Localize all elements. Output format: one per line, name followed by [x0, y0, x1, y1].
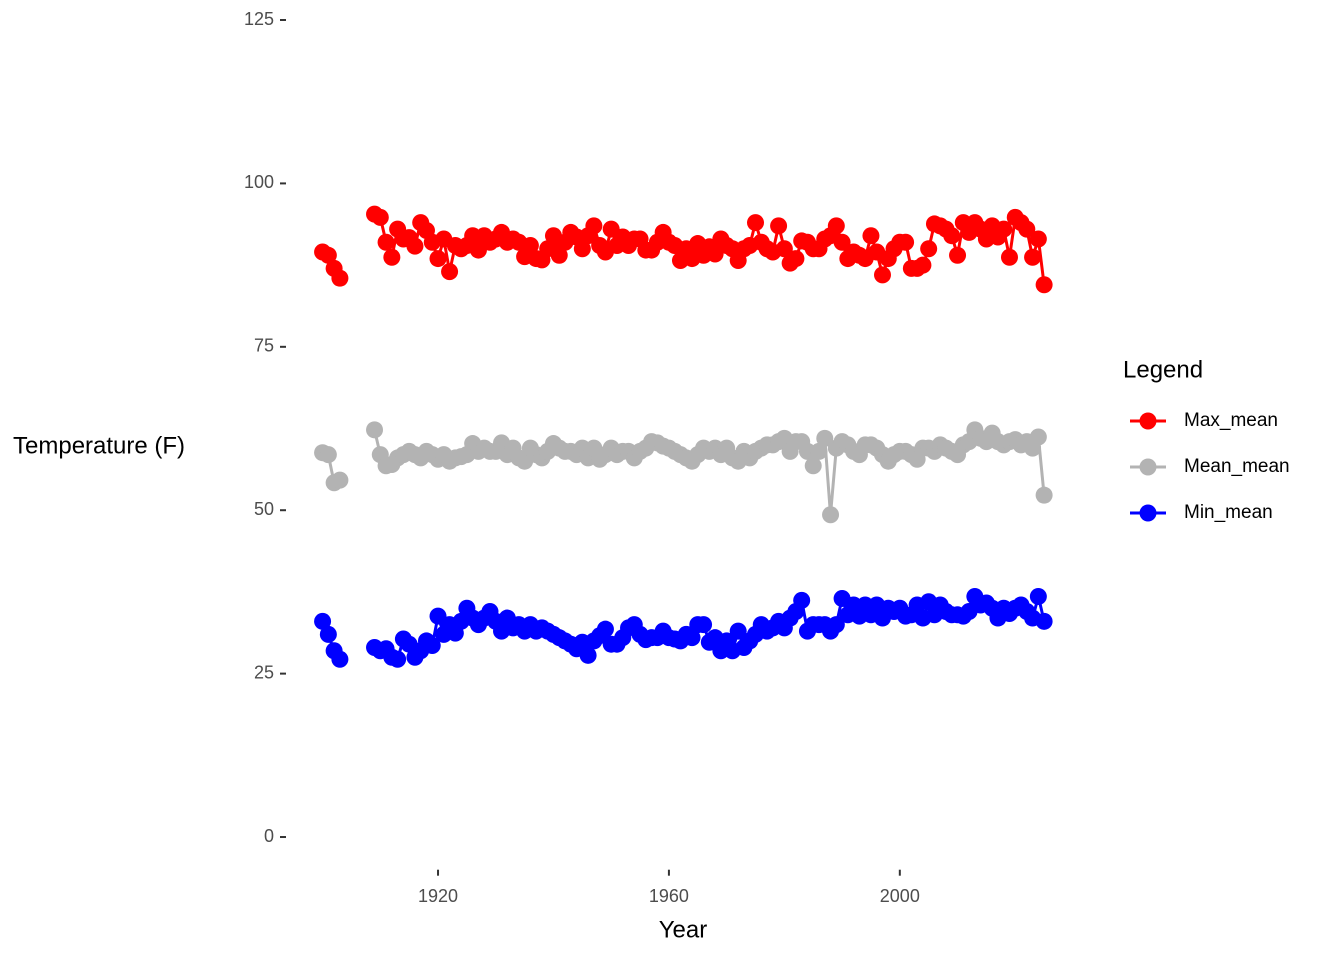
data-point — [822, 506, 840, 524]
data-point — [804, 457, 822, 475]
legend-title: Legend — [1123, 356, 1203, 383]
legend-label: Min_mean — [1184, 502, 1273, 523]
data-point — [319, 625, 337, 643]
data-point — [1035, 486, 1053, 504]
data-point — [833, 233, 851, 251]
x-tick-label: 1960 — [649, 886, 689, 906]
data-point — [827, 217, 845, 235]
data-point — [579, 646, 597, 664]
data-point — [770, 217, 788, 235]
data-point — [943, 227, 961, 245]
data-point — [1029, 230, 1047, 248]
data-point — [550, 246, 568, 264]
data-point — [949, 246, 967, 264]
data-point — [816, 429, 834, 447]
y-tick-label: 25 — [254, 662, 274, 682]
data-point — [331, 650, 349, 668]
data-point — [377, 233, 395, 251]
data-point — [914, 256, 932, 274]
data-point — [1018, 220, 1036, 238]
data-point — [827, 616, 845, 634]
data-point — [1035, 612, 1053, 630]
data-point — [371, 208, 389, 226]
data-point — [897, 233, 915, 251]
data-point — [695, 616, 713, 634]
data-point — [585, 217, 603, 235]
data-point — [319, 446, 337, 464]
data-point — [441, 263, 459, 281]
data-point — [429, 250, 447, 268]
y-tick-label: 0 — [264, 826, 274, 846]
data-point — [775, 240, 793, 258]
legend-key-point — [1139, 412, 1157, 430]
data-point — [862, 227, 880, 245]
data-point — [920, 240, 938, 258]
x-tick-label: 1920 — [418, 886, 458, 906]
x-tick-label: 2000 — [880, 886, 920, 906]
legend-label: Mean_mean — [1184, 456, 1290, 477]
data-point — [1029, 587, 1047, 605]
data-point — [683, 629, 701, 647]
data-point — [383, 248, 401, 266]
y-axis-title: Temperature (F) — [13, 432, 185, 459]
data-point — [1024, 248, 1042, 266]
data-point — [573, 240, 591, 258]
y-tick-label: 75 — [254, 336, 274, 356]
data-point — [810, 442, 828, 460]
data-point — [995, 220, 1013, 238]
x-axis-title: Year — [659, 916, 708, 943]
data-point — [873, 266, 891, 284]
data-point — [1000, 248, 1018, 266]
data-point — [389, 650, 407, 668]
data-point — [787, 250, 805, 268]
data-point — [319, 246, 337, 264]
y-tick-label: 50 — [254, 499, 274, 519]
data-point — [423, 637, 441, 655]
y-tick-label: 125 — [244, 9, 274, 29]
data-point — [729, 622, 747, 640]
data-point — [793, 591, 811, 609]
data-point — [331, 269, 349, 287]
data-point — [747, 214, 765, 232]
data-point — [596, 620, 614, 638]
y-tick-label: 100 — [244, 172, 274, 192]
data-point — [1035, 276, 1053, 294]
data-point — [1029, 428, 1047, 446]
legend-key-point — [1139, 458, 1157, 476]
data-point — [366, 421, 384, 439]
data-point — [314, 612, 332, 630]
legend-key-point — [1139, 504, 1157, 522]
data-point — [331, 471, 349, 489]
data-point — [406, 237, 424, 255]
legend-label: Max_mean — [1184, 410, 1278, 431]
data-point — [521, 237, 539, 255]
